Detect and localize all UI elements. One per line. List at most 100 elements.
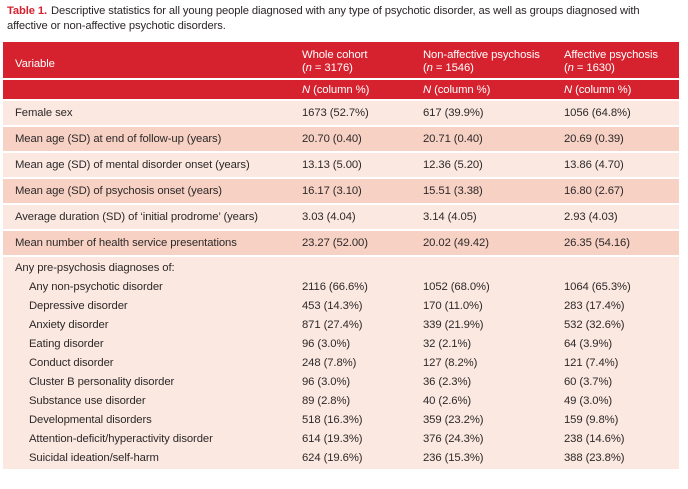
affective-value: 16.80 (2.67) (564, 185, 624, 197)
whole-cohort-value: 23.27 (52.00) (302, 237, 368, 249)
row-variable: Female sex (15, 107, 73, 119)
whole-cohort-value: 871 (27.4%) (302, 318, 363, 331)
row-variable: Mean age (SD) at end of follow-up (years… (15, 133, 222, 145)
whole-cohort-value: 2116 (66.6%) (302, 280, 368, 293)
table-row-psychosis-onset: Mean age (SD) of psychosis onset (years)… (3, 179, 679, 205)
whole-cohort-value: 89 (2.8%) (302, 394, 351, 407)
whole-cohort-value: 624 (19.6%) (302, 451, 363, 464)
affective-value: 26.35 (54.16) (564, 237, 630, 249)
non-affective-value: 32 (2.1%) (423, 337, 472, 350)
table-row-health-service-presentations: Mean number of health service presentati… (3, 231, 679, 257)
row-variable: Eating disorder (29, 337, 104, 350)
pre-psychosis-section: Any pre-psychosis diagnoses of: Any non-… (3, 257, 679, 469)
descriptive-statistics-table: Variable Whole cohort (n = 3176) Non-aff… (3, 42, 679, 469)
non-affective-value: 15.51 (3.38) (423, 185, 483, 197)
table-row-conduct: Conduct disorder 248 (7.8%) 127 (8.2%) 1… (3, 353, 679, 372)
affective-value: 2.93 (4.03) (564, 211, 618, 223)
table-row-eating: Eating disorder 96 (3.0%) 32 (2.1%) 64 (… (3, 334, 679, 353)
section-header-label: Any pre-psychosis diagnoses of: (15, 261, 175, 274)
whole-cohort-value: 3.03 (4.04) (302, 211, 356, 223)
column-header-affective: Affective psychosis (n = 1630) (564, 42, 679, 78)
table-row-any-non-psychotic: Any non-psychotic disorder 2116 (66.6%) … (3, 277, 679, 296)
affective-value: 532 (32.6%) (564, 318, 625, 331)
column-header-whole-cohort: Whole cohort (n = 3176) (302, 42, 423, 78)
subheader-affective: N (column %) (564, 83, 632, 96)
whole-cohort-value: 96 (3.0%) (302, 337, 351, 350)
column-title: Affective psychosis (564, 49, 658, 61)
non-affective-value: 12.36 (5.20) (423, 159, 483, 171)
non-affective-value: 236 (15.3%) (423, 451, 484, 464)
table-row-developmental: Developmental disorders 518 (16.3%) 359 … (3, 410, 679, 429)
table-row-initial-prodrome: Average duration (SD) of ‘initial prodro… (3, 205, 679, 231)
affective-value: 238 (14.6%) (564, 432, 625, 445)
table-caption-label: Table 1. (7, 5, 48, 17)
row-variable: Cluster B personality disorder (29, 375, 175, 388)
whole-cohort-value: 453 (14.3%) (302, 299, 363, 312)
row-variable: Suicidal ideation/self-harm (29, 451, 159, 464)
non-affective-value: 36 (2.3%) (423, 375, 472, 388)
column-title: Whole cohort (302, 49, 368, 61)
affective-value: 388 (23.8%) (564, 451, 625, 464)
non-affective-value: 20.71 (0.40) (423, 133, 483, 145)
column-header-non-affective: Non-affective psychosis (n = 1546) (423, 42, 564, 78)
whole-cohort-value: 13.13 (5.00) (302, 159, 362, 171)
section-header-row: Any pre-psychosis diagnoses of: (3, 258, 679, 277)
table-row-adhd: Attention-deficit/hyperactivity disorder… (3, 429, 679, 448)
whole-cohort-value: 518 (16.3%) (302, 413, 363, 426)
whole-cohort-value: 20.70 (0.40) (302, 133, 362, 145)
whole-cohort-value: 248 (7.8%) (302, 356, 357, 369)
non-affective-value: 359 (23.2%) (423, 413, 484, 426)
affective-value: 49 (3.0%) (564, 394, 613, 407)
row-variable: Average duration (SD) of ‘initial prodro… (15, 211, 258, 223)
column-title: Variable (15, 58, 55, 70)
non-affective-value: 617 (39.9%) (423, 107, 484, 119)
affective-value: 121 (7.4%) (564, 356, 619, 369)
non-affective-value: 170 (11.0%) (423, 299, 483, 312)
table-caption: Table 1. Descriptive statistics for all y… (7, 4, 683, 34)
row-variable: Substance use disorder (29, 394, 146, 407)
column-header-variable: Variable (3, 42, 302, 78)
table-row-substance-use: Substance use disorder 89 (2.8%) 40 (2.6… (3, 391, 679, 410)
affective-value: 64 (3.9%) (564, 337, 613, 350)
column-title: Non-affective psychosis (423, 49, 540, 61)
whole-cohort-value: 614 (19.3%) (302, 432, 363, 445)
affective-value: 60 (3.7%) (564, 375, 613, 388)
table-row-cluster-b: Cluster B personality disorder 96 (3.0%)… (3, 372, 679, 391)
affective-value: 20.69 (0.39) (564, 133, 624, 145)
non-affective-value: 1052 (68.0%) (423, 280, 490, 293)
whole-cohort-value: 16.17 (3.10) (302, 185, 362, 197)
row-variable: Depressive disorder (29, 299, 128, 312)
affective-value: 283 (17.4%) (564, 299, 625, 312)
column-n-count: (n = 1546) (423, 62, 474, 74)
affective-value: 13.86 (4.70) (564, 159, 624, 171)
subheader-whole-cohort: N (column %) (302, 83, 370, 96)
table-row-age-follow-up: Mean age (SD) at end of follow-up (years… (3, 127, 679, 153)
non-affective-value: 127 (8.2%) (423, 356, 478, 369)
row-variable: Any non-psychotic disorder (29, 280, 163, 293)
non-affective-value: 20.02 (49.42) (423, 237, 489, 249)
whole-cohort-value: 1673 (52.7%) (302, 107, 369, 119)
table-row-depressive: Depressive disorder 453 (14.3%) 170 (11.… (3, 296, 679, 315)
non-affective-value: 3.14 (4.05) (423, 211, 477, 223)
column-n-count: (n = 1630) (564, 62, 615, 74)
table-header-row: Variable Whole cohort (n = 3176) Non-aff… (3, 42, 679, 80)
row-variable: Developmental disorders (29, 413, 152, 426)
table-row-suicidal-ideation: Suicidal ideation/self-harm 624 (19.6%) … (3, 448, 679, 467)
column-n-count: (n = 3176) (302, 62, 353, 74)
row-variable: Mean age (SD) of psychosis onset (years) (15, 185, 222, 197)
table-caption-text: Descriptive statistics for all young peo… (7, 5, 640, 32)
affective-value: 1064 (65.3%) (564, 280, 631, 293)
non-affective-value: 40 (2.6%) (423, 394, 472, 407)
row-variable: Mean age (SD) of mental disorder onset (… (15, 159, 250, 171)
non-affective-value: 376 (24.3%) (423, 432, 484, 445)
non-affective-value: 339 (21.9%) (423, 318, 484, 331)
whole-cohort-value: 96 (3.0%) (302, 375, 351, 388)
row-variable: Mean number of health service presentati… (15, 237, 237, 249)
affective-value: 159 (9.8%) (564, 413, 619, 426)
table-row-mental-disorder-onset: Mean age (SD) of mental disorder onset (… (3, 153, 679, 179)
row-variable: Anxiety disorder (29, 318, 109, 331)
table-row-anxiety: Anxiety disorder 871 (27.4%) 339 (21.9%)… (3, 315, 679, 334)
subheader-non-affective: N (column %) (423, 83, 491, 96)
affective-value: 1056 (64.8%) (564, 107, 631, 119)
